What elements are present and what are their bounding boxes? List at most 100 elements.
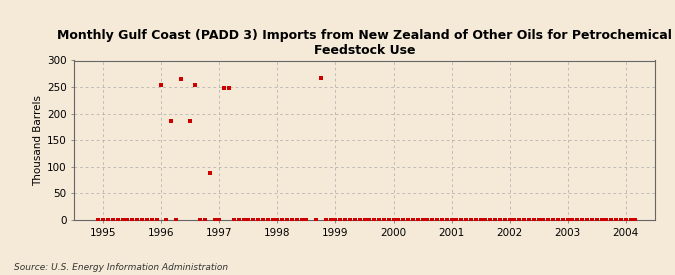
- Point: [310, 218, 321, 222]
- Point: [194, 218, 205, 222]
- Point: [475, 218, 486, 222]
- Point: [316, 76, 327, 80]
- Point: [441, 218, 452, 222]
- Point: [558, 218, 568, 222]
- Point: [219, 86, 230, 90]
- Point: [93, 218, 104, 222]
- Point: [161, 218, 171, 222]
- Point: [553, 218, 564, 222]
- Point: [185, 119, 196, 123]
- Point: [514, 218, 524, 222]
- Point: [500, 218, 510, 222]
- Y-axis label: Thousand Barrels: Thousand Barrels: [32, 95, 43, 186]
- Point: [470, 218, 481, 222]
- Point: [379, 218, 389, 222]
- Point: [243, 218, 254, 222]
- Point: [209, 218, 220, 222]
- Point: [277, 218, 288, 222]
- Point: [616, 218, 626, 222]
- Point: [171, 218, 182, 222]
- Point: [601, 218, 612, 222]
- Point: [127, 218, 138, 222]
- Point: [146, 218, 157, 222]
- Point: [354, 218, 365, 222]
- Point: [480, 218, 491, 222]
- Point: [161, 218, 171, 222]
- Point: [596, 218, 607, 222]
- Point: [393, 218, 404, 222]
- Point: [325, 218, 336, 222]
- Point: [466, 218, 477, 222]
- Point: [364, 218, 375, 222]
- Point: [576, 218, 587, 222]
- Point: [369, 218, 379, 222]
- Point: [359, 218, 370, 222]
- Point: [345, 218, 356, 222]
- Point: [263, 218, 273, 222]
- Point: [524, 218, 535, 222]
- Point: [408, 218, 418, 222]
- Point: [495, 218, 506, 222]
- Point: [200, 218, 211, 222]
- Point: [437, 218, 448, 222]
- Point: [122, 218, 133, 222]
- Point: [373, 218, 384, 222]
- Point: [171, 218, 182, 222]
- Point: [176, 77, 186, 81]
- Point: [238, 218, 249, 222]
- Point: [113, 218, 124, 222]
- Point: [330, 218, 341, 222]
- Point: [451, 218, 462, 222]
- Point: [630, 218, 641, 222]
- Point: [461, 218, 472, 222]
- Point: [388, 218, 399, 222]
- Point: [383, 218, 394, 222]
- Point: [611, 218, 622, 222]
- Point: [543, 218, 554, 222]
- Point: [432, 218, 443, 222]
- Point: [572, 218, 583, 222]
- Point: [132, 218, 142, 222]
- Point: [228, 218, 239, 222]
- Point: [567, 218, 578, 222]
- Point: [582, 218, 593, 222]
- Point: [205, 170, 215, 175]
- Point: [485, 218, 495, 222]
- Point: [456, 218, 466, 222]
- Point: [548, 218, 559, 222]
- Point: [301, 218, 312, 222]
- Point: [398, 218, 408, 222]
- Point: [562, 218, 573, 222]
- Point: [296, 218, 307, 222]
- Point: [340, 218, 350, 222]
- Point: [151, 218, 162, 222]
- Point: [107, 218, 118, 222]
- Point: [350, 218, 360, 222]
- Point: [103, 218, 113, 222]
- Point: [267, 218, 278, 222]
- Point: [272, 218, 283, 222]
- Point: [518, 218, 529, 222]
- Point: [606, 218, 617, 222]
- Point: [252, 218, 263, 222]
- Point: [529, 218, 539, 222]
- Point: [446, 218, 457, 222]
- Point: [417, 218, 428, 222]
- Title: Monthly Gulf Coast (PADD 3) Imports from New Zealand of Other Oils for Petrochem: Monthly Gulf Coast (PADD 3) Imports from…: [57, 29, 672, 57]
- Point: [427, 218, 437, 222]
- Point: [422, 218, 433, 222]
- Point: [538, 218, 549, 222]
- Point: [234, 218, 244, 222]
- Point: [214, 218, 225, 222]
- Point: [591, 218, 602, 222]
- Point: [335, 218, 346, 222]
- Point: [509, 218, 520, 222]
- Point: [281, 218, 292, 222]
- Point: [165, 119, 176, 123]
- Point: [490, 218, 501, 222]
- Point: [321, 218, 331, 222]
- Point: [194, 218, 205, 222]
- Point: [625, 218, 636, 222]
- Text: Source: U.S. Energy Information Administration: Source: U.S. Energy Information Administ…: [14, 263, 227, 272]
- Point: [142, 218, 153, 222]
